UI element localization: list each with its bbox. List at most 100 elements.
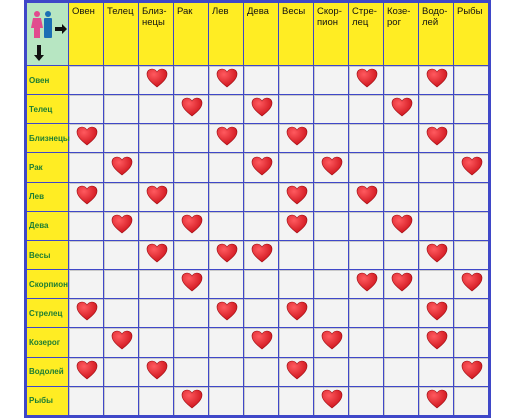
compatibility-cell xyxy=(244,66,278,95)
compatibility-cell xyxy=(209,299,243,328)
heart-icon xyxy=(356,185,378,209)
compatibility-cell xyxy=(314,386,348,415)
compatibility-cell xyxy=(209,124,243,153)
compatibility-cell xyxy=(419,270,453,299)
compatibility-cell xyxy=(174,153,208,182)
row-header: Телец xyxy=(27,95,68,124)
heart-icon xyxy=(286,214,308,238)
heart-icon xyxy=(216,127,238,150)
compatibility-cell xyxy=(384,182,418,211)
compatibility-cell xyxy=(209,240,243,270)
compatibility-cell xyxy=(69,95,103,124)
compatibility-cell xyxy=(104,153,138,182)
compatibility-cell xyxy=(104,357,138,386)
compatibility-cell xyxy=(349,299,383,328)
compatibility-cell xyxy=(209,182,243,211)
compatibility-cell xyxy=(419,153,453,182)
table-row: Рыбы xyxy=(27,386,488,415)
compatibility-cell xyxy=(244,240,278,270)
heart-icon xyxy=(181,389,203,413)
compatibility-cell xyxy=(139,66,173,95)
compatibility-cell xyxy=(139,270,173,299)
heart-icon xyxy=(426,331,448,354)
compatibility-cell xyxy=(349,66,383,95)
heart-icon xyxy=(461,272,483,296)
compatibility-cell xyxy=(174,211,208,240)
compatibility-cell xyxy=(69,240,103,270)
heart-icon xyxy=(181,97,203,121)
compatibility-cell xyxy=(349,357,383,386)
heart-icon xyxy=(181,214,203,238)
compatibility-cell xyxy=(349,386,383,415)
heart-icon xyxy=(251,156,273,180)
compatibility-cell xyxy=(384,357,418,386)
compatibility-cell xyxy=(174,240,208,270)
compatibility-cell xyxy=(384,95,418,124)
compatibility-cell xyxy=(104,270,138,299)
compatibility-cell xyxy=(244,211,278,240)
compatibility-cell xyxy=(174,328,208,357)
compatibility-cell xyxy=(279,357,313,386)
compatibility-table-frame: Овен Телец Близ­нецы Рак Лев Дева Весы Скор­пио… xyxy=(24,0,491,418)
heart-icon xyxy=(76,360,98,384)
column-header: Козе­рог xyxy=(384,3,418,65)
compatibility-cell xyxy=(279,182,313,211)
compatibility-cell xyxy=(349,182,383,211)
compatibility-cell xyxy=(454,270,488,299)
compatibility-cell xyxy=(104,240,138,270)
heart-icon xyxy=(146,68,168,92)
compatibility-cell xyxy=(349,124,383,153)
compatibility-cell xyxy=(419,240,453,270)
compatibility-cell xyxy=(104,328,138,357)
compatibility-cell xyxy=(314,182,348,211)
compatibility-cell xyxy=(104,211,138,240)
table-row: Лев xyxy=(27,182,488,211)
compatibility-cell xyxy=(104,66,138,95)
row-header: Стрелец xyxy=(27,299,68,328)
heart-icon xyxy=(146,243,168,267)
compatibility-cell xyxy=(384,299,418,328)
compatibility-cell xyxy=(314,270,348,299)
table-row: Стрелец xyxy=(27,299,488,328)
row-header: Дева xyxy=(27,211,68,240)
heart-icon xyxy=(321,331,343,354)
compatibility-cell xyxy=(419,357,453,386)
heart-icon xyxy=(356,272,378,296)
compatibility-cell xyxy=(454,386,488,415)
table-row: Овен xyxy=(27,66,488,95)
compatibility-cell xyxy=(69,299,103,328)
compatibility-cell xyxy=(419,66,453,95)
compatibility-cell xyxy=(419,182,453,211)
heart-icon xyxy=(426,302,448,325)
compatibility-cell xyxy=(349,328,383,357)
compatibility-cell xyxy=(349,95,383,124)
heart-icon xyxy=(391,272,413,296)
table-row: Скорпион xyxy=(27,270,488,299)
compatibility-cell xyxy=(244,182,278,211)
compatibility-cell xyxy=(139,124,173,153)
woman-man-compatibility-icon xyxy=(27,3,68,65)
compatibility-cell xyxy=(384,386,418,415)
compatibility-cell xyxy=(174,299,208,328)
heart-icon xyxy=(391,97,413,121)
compatibility-cell xyxy=(454,95,488,124)
compatibility-cell xyxy=(384,240,418,270)
compatibility-cell xyxy=(174,270,208,299)
compatibility-cell xyxy=(314,153,348,182)
compatibility-cell xyxy=(454,211,488,240)
compatibility-cell xyxy=(139,153,173,182)
compatibility-cell xyxy=(209,66,243,95)
compatibility-cell xyxy=(349,240,383,270)
compatibility-cell xyxy=(209,211,243,240)
compatibility-cell xyxy=(279,299,313,328)
compatibility-cell xyxy=(209,328,243,357)
compatibility-cell xyxy=(419,95,453,124)
compatibility-cell xyxy=(244,328,278,357)
heart-icon xyxy=(426,127,448,150)
compatibility-cell xyxy=(279,328,313,357)
heart-icon xyxy=(76,185,98,209)
compatibility-cell xyxy=(314,328,348,357)
heart-icon xyxy=(111,331,133,354)
compatibility-cell xyxy=(104,182,138,211)
table-row: Рак xyxy=(27,153,488,182)
